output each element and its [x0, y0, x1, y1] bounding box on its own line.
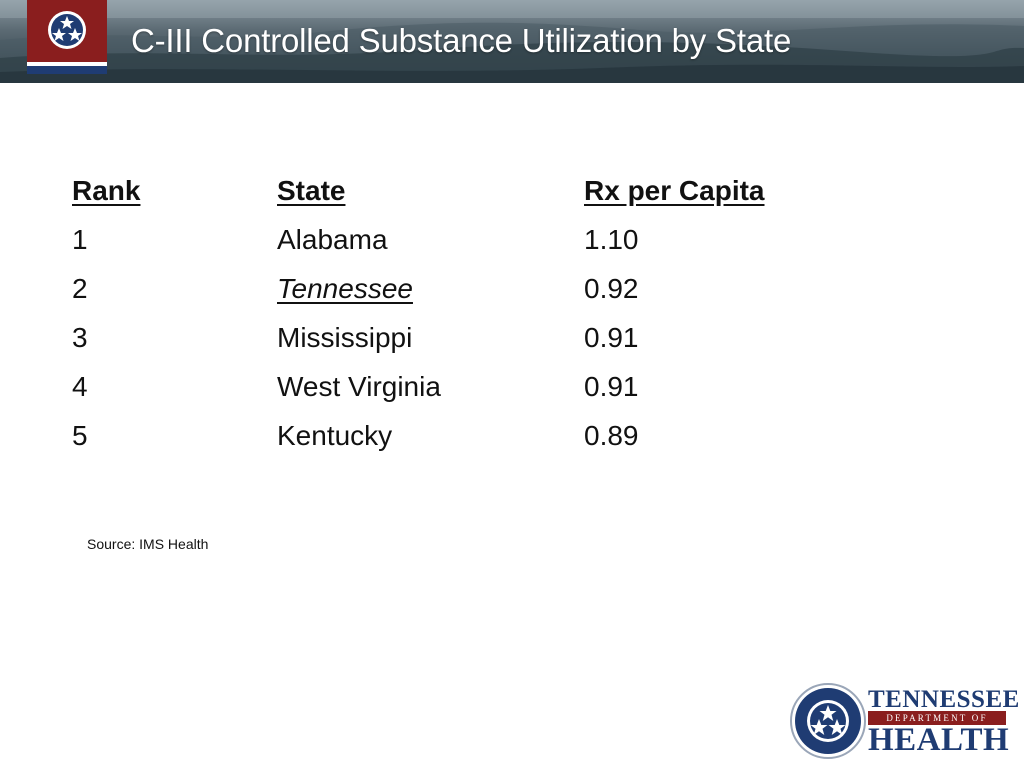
mountain-landscape-image — [0, 0, 1024, 83]
rank-cell: 3 — [72, 321, 88, 353]
rank-cell: 2 — [72, 272, 88, 304]
title-banner: C-III Controlled Substance Utilization b… — [0, 0, 1024, 83]
rx-cell: 0.91 — [584, 321, 639, 353]
table-row: 5 Kentucky 0.89 — [72, 411, 844, 460]
state-cell: Kentucky — [277, 419, 393, 451]
rx-per-capita-column-header: Rx per Capita — [584, 174, 765, 206]
rx-cell: 0.89 — [584, 419, 639, 451]
state-cell: Alabama — [277, 223, 388, 255]
state-cell-highlighted: Tennessee — [277, 264, 584, 313]
tn-department-of-health-logo: TENNESSEE DEPARTMENT OF HEALTH — [790, 681, 1019, 761]
logo-state-name: TENNESSEE — [868, 686, 1020, 713]
logo-agency-name: HEALTH — [868, 722, 1010, 758]
tri-star-seal-icon — [790, 683, 866, 759]
rx-cell: 0.91 — [584, 370, 639, 402]
rank-column-header: Rank — [72, 174, 141, 206]
table-row: 2 Tennessee 0.92 — [72, 264, 844, 313]
highlighted-state-text: Tennessee — [277, 272, 413, 304]
state-cell: Mississippi — [277, 321, 413, 353]
tennessee-flag-badge-icon — [27, 0, 107, 74]
table-header-row: Rank State Rx per Capita — [72, 166, 844, 215]
state-utilization-table: Rank State Rx per Capita 1 Alabama 1.10 … — [72, 166, 844, 460]
rank-cell: 1 — [72, 223, 88, 255]
table-row: 1 Alabama 1.10 — [72, 215, 844, 264]
slide-title: C-III Controlled Substance Utilization b… — [131, 22, 792, 59]
rank-cell: 4 — [72, 370, 88, 402]
table-row: 3 Mississippi 0.91 — [72, 313, 844, 362]
table-row: 4 West Virginia 0.91 — [72, 362, 844, 411]
rx-cell: 1.10 — [584, 223, 639, 255]
state-column-header: State — [277, 174, 346, 206]
logo-department-bar: DEPARTMENT OF — [868, 711, 1006, 725]
source-note: Source: IMS Health — [87, 536, 209, 552]
rx-cell: 0.92 — [584, 272, 639, 304]
state-cell: West Virginia — [277, 370, 441, 402]
rank-cell: 5 — [72, 419, 88, 451]
